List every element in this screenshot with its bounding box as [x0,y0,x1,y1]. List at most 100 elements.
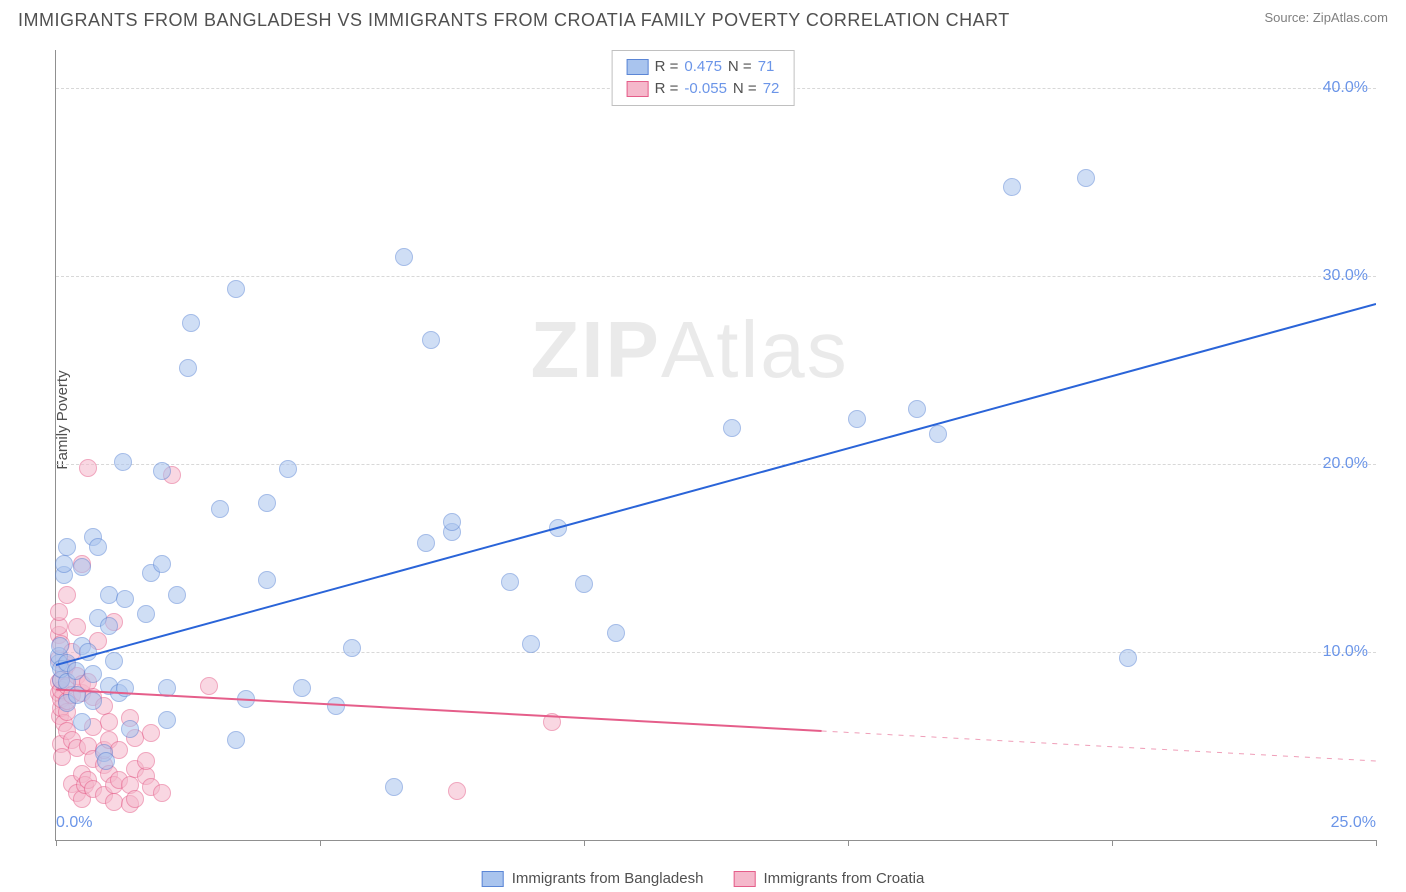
xtick-mark [848,840,849,846]
legend-item-bangladesh: Immigrants from Bangladesh [482,870,704,887]
data-point [1119,649,1137,667]
data-point [575,575,593,593]
data-point [549,519,567,537]
data-point [126,790,144,808]
swatch-croatia [733,871,755,887]
data-point [158,679,176,697]
data-point [97,752,115,770]
data-point [67,662,85,680]
data-point [50,603,68,621]
correlation-legend: R = 0.475 N = 71 R = -0.055 N = 72 [612,50,795,106]
legend-row-bangladesh: R = 0.475 N = 71 [627,56,780,78]
xtick-mark [584,840,585,846]
data-point [73,558,91,576]
data-point [58,538,76,556]
data-point [179,359,197,377]
data-point [293,679,311,697]
data-point [443,513,461,531]
data-point [137,752,155,770]
data-point [279,460,297,478]
data-point [522,635,540,653]
xtick-label: 0.0% [56,814,92,832]
data-point [723,419,741,437]
xtick-mark [56,840,57,846]
data-point [79,643,97,661]
xtick-mark [320,840,321,846]
data-point [211,500,229,518]
plot-area: ZIPAtlas 10.0% 20.0% 30.0% 40.0% 0.0% 25.0% [55,50,1376,841]
data-point [51,637,69,655]
data-point [607,624,625,642]
data-point [848,410,866,428]
data-point [395,248,413,266]
data-point [422,331,440,349]
ytick-label: 10.0% [1323,643,1368,661]
data-point [73,713,91,731]
data-point [182,314,200,332]
data-point [121,720,139,738]
r-label: R = [655,78,679,100]
ytick-label: 30.0% [1323,267,1368,285]
gridline [56,464,1376,465]
r-label: R = [655,56,679,78]
data-point [153,462,171,480]
data-point [55,555,73,573]
xtick-mark [1112,840,1113,846]
r-value-croatia: -0.055 [684,78,727,100]
data-point [137,605,155,623]
data-point [168,586,186,604]
data-point [114,453,132,471]
trend-lines [56,50,1376,840]
data-point [158,711,176,729]
data-point [116,679,134,697]
data-point [84,665,102,683]
n-label: N = [733,78,757,100]
data-point [908,400,926,418]
r-value-bangladesh: 0.475 [684,56,722,78]
data-point [105,652,123,670]
gridline [56,652,1376,653]
swatch-croatia [627,81,649,97]
data-point [385,778,403,796]
swatch-bangladesh [482,871,504,887]
ytick-label: 40.0% [1323,79,1368,97]
gridline [56,276,1376,277]
data-point [1077,169,1095,187]
data-point [68,618,86,636]
data-point [153,555,171,573]
data-point [227,731,245,749]
data-point [84,692,102,710]
swatch-bangladesh [627,59,649,75]
n-value-croatia: 72 [763,78,780,100]
data-point [237,690,255,708]
legend-label-bangladesh: Immigrants from Bangladesh [512,870,704,887]
data-point [142,724,160,742]
legend-item-croatia: Immigrants from Croatia [733,870,924,887]
data-point [100,617,118,635]
data-point [327,697,345,715]
data-point [1003,178,1021,196]
data-point [89,538,107,556]
legend-label-croatia: Immigrants from Croatia [763,870,924,887]
series-legend: Immigrants from Bangladesh Immigrants fr… [482,870,925,887]
legend-row-croatia: R = -0.055 N = 72 [627,78,780,100]
data-point [79,459,97,477]
n-label: N = [728,56,752,78]
ytick-label: 20.0% [1323,455,1368,473]
source-label: Source: ZipAtlas.com [1264,10,1388,25]
data-point [929,425,947,443]
data-point [227,280,245,298]
data-point [417,534,435,552]
data-point [58,586,76,604]
watermark: ZIPAtlas [530,304,848,396]
data-point [343,639,361,657]
xtick-label: 25.0% [1331,814,1376,832]
data-point [448,782,466,800]
data-point [200,677,218,695]
data-point [543,713,561,731]
data-point [258,571,276,589]
data-point [100,713,118,731]
data-point [258,494,276,512]
data-point [153,784,171,802]
data-point [116,590,134,608]
